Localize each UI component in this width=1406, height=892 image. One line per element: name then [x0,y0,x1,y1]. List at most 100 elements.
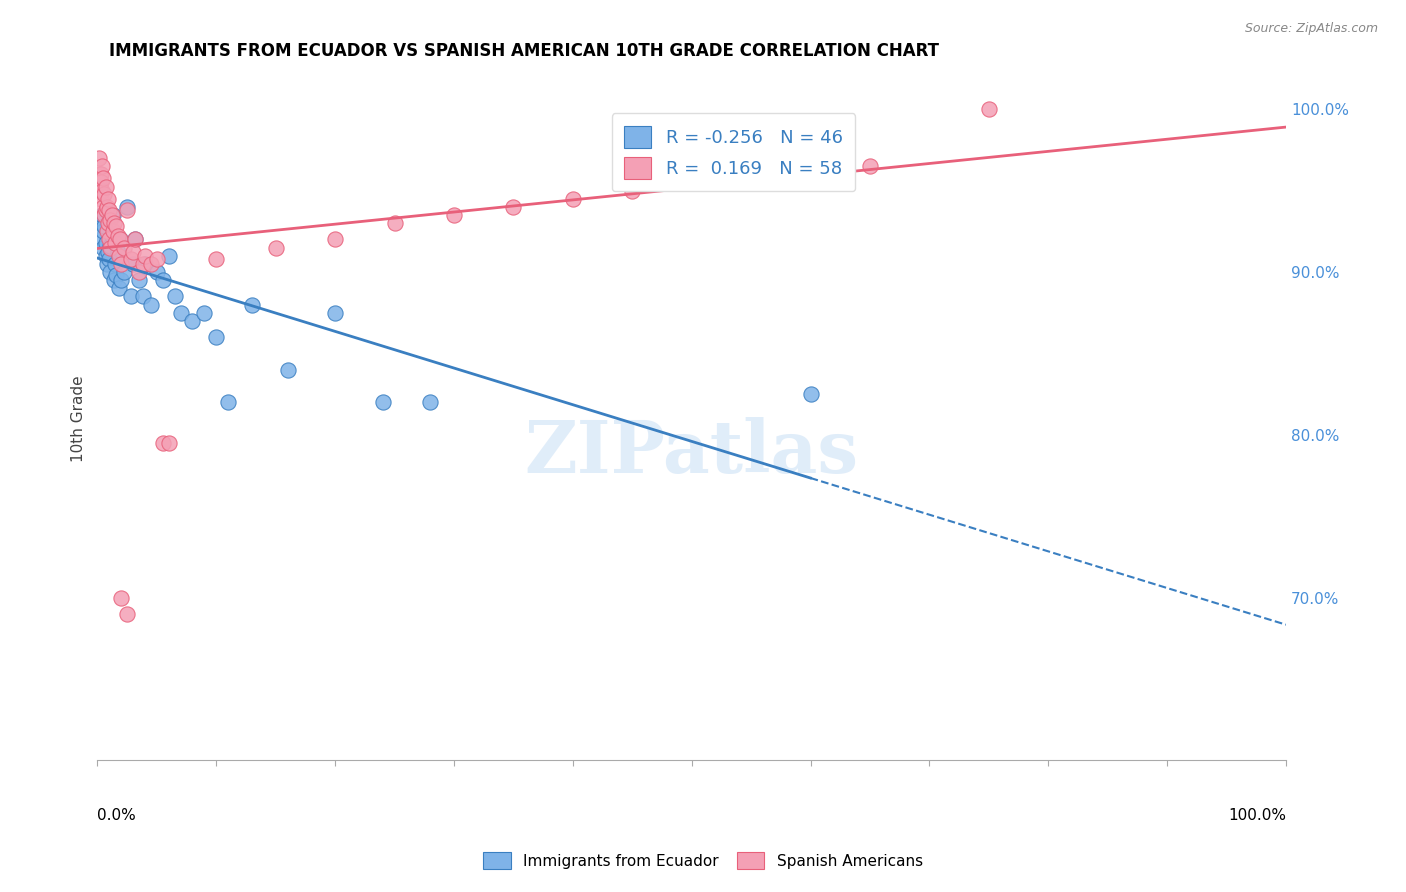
Legend: R = -0.256   N = 46, R =  0.169   N = 58: R = -0.256 N = 46, R = 0.169 N = 58 [612,113,855,192]
Point [122,257,145,271]
Point [101,224,124,238]
Point [91,224,114,238]
Point [100,265,122,279]
Point [90,176,112,190]
Point [120,252,142,266]
Point [131,289,153,303]
Point [240,297,263,311]
Point [107,249,129,263]
Point [107,245,129,260]
Point [100,208,122,222]
Point [96,224,118,238]
Point [105,268,128,283]
Legend: Immigrants from Ecuador, Spanish Americans: Immigrants from Ecuador, Spanish America… [477,846,929,875]
Point [89,167,111,181]
Point [112,241,135,255]
Text: IMMIGRANTS FROM ECUADOR VS SPANISH AMERICAN 10TH GRADE CORRELATION CHART: IMMIGRANTS FROM ECUADOR VS SPANISH AMERI… [110,42,939,60]
Point [799,387,821,401]
Point [264,241,287,255]
Point [443,208,465,222]
Point [859,159,882,173]
Point [97,192,120,206]
Point [384,216,406,230]
Point [110,591,132,605]
Point [96,257,118,271]
Point [124,232,146,246]
Point [134,249,156,263]
Point [103,273,125,287]
Point [681,176,703,190]
Point [205,252,228,266]
Point [115,607,138,621]
Point [90,232,112,246]
Point [122,245,145,260]
Point [97,245,120,260]
Point [100,239,122,253]
Point [277,362,299,376]
Point [110,257,132,271]
Point [128,273,150,287]
Point [502,200,524,214]
Point [98,252,121,266]
Point [561,192,583,206]
Point [740,167,762,181]
Point [128,265,150,279]
Point [103,216,125,230]
Point [157,436,180,450]
Point [371,395,394,409]
Point [323,306,346,320]
Point [115,200,138,214]
Point [94,180,117,194]
Point [146,265,169,279]
Point [139,297,162,311]
Text: Source: ZipAtlas.com: Source: ZipAtlas.com [1244,22,1378,36]
Text: 0.0%: 0.0% [97,808,136,823]
Point [91,241,114,255]
Point [163,289,186,303]
Point [134,257,156,271]
Point [91,170,114,185]
Point [91,184,114,198]
Point [621,184,644,198]
Point [169,306,191,320]
Point [97,216,120,230]
Point [96,200,118,214]
Point [91,200,114,214]
Point [181,314,204,328]
Point [104,257,127,271]
Point [91,159,114,173]
Point [98,232,121,246]
Point [93,219,115,234]
Y-axis label: 10th Grade: 10th Grade [72,376,86,462]
Point [94,249,117,263]
Point [120,289,142,303]
Point [115,203,138,218]
Point [131,257,153,271]
Point [100,241,122,255]
Text: 100.0%: 100.0% [1227,808,1286,823]
Point [139,257,162,271]
Point [101,208,124,222]
Point [107,281,129,295]
Point [110,273,132,287]
Point [205,330,228,344]
Point [217,395,239,409]
Point [323,232,346,246]
Point [90,167,112,181]
Point [89,184,111,198]
Point [105,219,128,234]
Point [157,249,180,263]
Point [93,208,115,222]
Point [152,273,174,287]
Point [93,186,115,201]
Point [91,208,114,222]
Point [419,395,441,409]
Point [977,102,1000,116]
Point [124,232,146,246]
Point [108,232,131,246]
Point [98,203,121,218]
Point [152,436,174,450]
Point [104,235,127,250]
Point [108,232,131,246]
Point [89,216,111,230]
